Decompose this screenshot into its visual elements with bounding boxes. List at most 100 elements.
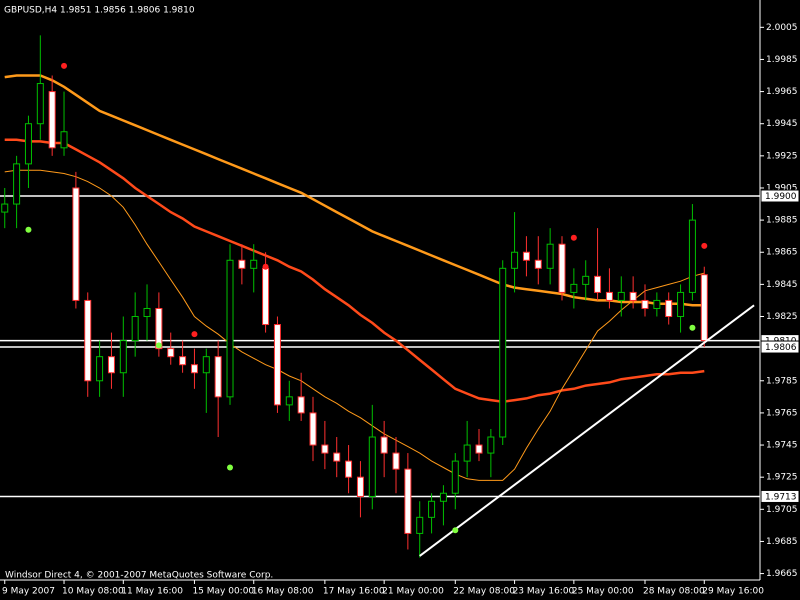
fractal-marker — [155, 342, 162, 349]
y-tick-label: 2.0005 — [766, 23, 798, 33]
footer: Windsor Direct 4, © 2001-2007 MetaQuotes… — [5, 571, 273, 581]
moving-average — [4, 138, 705, 403]
chart-title: GBPUSD,H4 1.9851 1.9856 1.9806 1.9810 — [4, 6, 195, 16]
candle-body — [688, 219, 696, 293]
x-tick-label: 17 May 16:00 — [323, 587, 385, 597]
candle-body — [84, 299, 92, 382]
candle-body — [368, 436, 376, 497]
x-tick-label: 11 May 16:00 — [121, 587, 183, 597]
x-tick-label: 22 May 08:00 — [453, 587, 515, 597]
candle-body — [546, 243, 554, 269]
candle-body — [392, 452, 400, 470]
candle-body — [155, 307, 163, 350]
candle-body — [333, 452, 341, 462]
candle-body — [345, 460, 353, 478]
y-tick-label: 1.9725 — [766, 473, 798, 483]
candle-body — [451, 460, 459, 494]
candle-body — [404, 468, 412, 534]
candle-body — [96, 356, 104, 382]
candle-body — [570, 283, 578, 293]
candle-body — [226, 259, 234, 398]
y-tick-label: 1.9765 — [766, 408, 798, 418]
x-tick-label: 25 May 00:00 — [572, 587, 634, 597]
candle-body — [72, 187, 80, 301]
candle-body — [558, 243, 566, 293]
candle-body — [167, 348, 175, 358]
candle-body — [428, 500, 436, 518]
candle-body — [273, 324, 281, 406]
candle-body — [522, 251, 530, 261]
candle-body — [463, 444, 471, 462]
candle-body — [13, 163, 21, 205]
candle-body — [119, 340, 127, 374]
candle-body — [1, 203, 9, 213]
fractal-marker — [262, 263, 269, 270]
candle-body — [605, 291, 613, 301]
y-tick-label: 1.9985 — [766, 55, 798, 65]
candle-body — [107, 356, 115, 374]
candle-body — [629, 291, 637, 301]
y-tick-label: 1.9685 — [766, 537, 798, 547]
plot — [0, 35, 760, 558]
y-tick-label: 1.9905 — [766, 183, 798, 193]
x-tick-label: 9 May 2007 — [2, 587, 55, 597]
y-tick-label: 1.9885 — [766, 216, 798, 226]
candle-body — [594, 275, 602, 293]
x-tick-label: 29 May 16:00 — [702, 587, 764, 597]
moving-average — [4, 74, 705, 307]
x-tick-label: 10 May 08:00 — [62, 587, 124, 597]
candle-body — [511, 251, 519, 269]
price-label-box — [760, 489, 800, 503]
x-tick-label: 23 May 16:00 — [513, 587, 575, 597]
candle-body — [439, 492, 447, 502]
candle-body — [262, 267, 270, 326]
fractal-marker — [452, 527, 459, 534]
candle-body — [143, 307, 151, 318]
y-tick-label: 1.9845 — [766, 280, 798, 290]
moving-average — [4, 169, 705, 481]
candle-body — [534, 259, 542, 269]
y-tick-label: 1.9745 — [766, 441, 798, 451]
price-label: 1.9713 — [765, 492, 797, 502]
candle-body — [487, 436, 495, 454]
fractal-marker — [191, 331, 198, 338]
y-tick-label: 1.9965 — [766, 87, 798, 97]
candle-body — [297, 396, 305, 414]
fractal-marker — [570, 234, 577, 241]
candle-body — [321, 444, 329, 454]
candle-body — [179, 356, 187, 366]
price-label-box — [760, 340, 800, 354]
price-label: 1.9900 — [765, 192, 797, 202]
candle-body — [36, 83, 44, 125]
y-tick-label: 1.9665 — [766, 569, 798, 579]
fractal-marker — [61, 62, 68, 69]
candle-body — [700, 274, 708, 342]
fractal-marker — [701, 242, 708, 249]
x-tick-label: 28 May 08:00 — [643, 587, 705, 597]
x-tick-label: 16 May 08:00 — [252, 587, 314, 597]
candle-body — [60, 131, 68, 149]
candle-body — [665, 299, 673, 318]
candle-body — [641, 299, 649, 309]
price-label-box — [760, 189, 800, 203]
y-tick-label: 1.9865 — [766, 248, 798, 258]
candle-body — [250, 259, 258, 269]
candle-body — [356, 476, 364, 497]
price-label: 1.9806 — [765, 343, 797, 353]
candle-body — [582, 275, 590, 285]
candle-body — [416, 516, 424, 534]
y-tick-label: 1.9825 — [766, 312, 798, 322]
candle-body — [214, 356, 222, 398]
candle-body — [202, 356, 210, 374]
candle-body — [190, 364, 198, 374]
candle-body — [238, 259, 246, 269]
candle-body — [653, 299, 661, 309]
y-tick-label: 1.9705 — [766, 505, 798, 515]
y-tick-label: 1.9925 — [766, 151, 798, 161]
trendline — [419, 304, 755, 557]
candle-body — [617, 291, 625, 301]
candle-body — [475, 444, 483, 454]
candle-body — [309, 412, 317, 446]
x-tick-label: 15 May 00:00 — [192, 587, 254, 597]
